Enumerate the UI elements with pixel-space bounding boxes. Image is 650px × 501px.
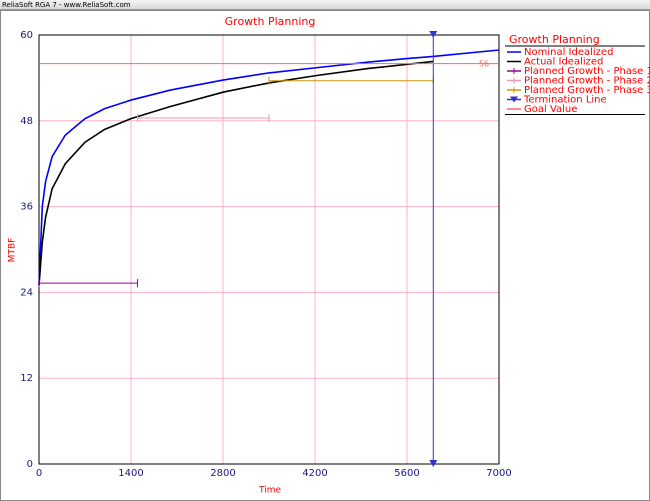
legend-label: Termination Line (523, 95, 607, 106)
x-axis-label: Time (258, 486, 281, 496)
y-axis-label: MTBF (8, 238, 18, 263)
y-tick-label: 48 (20, 116, 33, 127)
series-line (38, 49, 500, 286)
legend-label: Planned Growth - Phase 1 (524, 66, 650, 77)
legend-label: Goal Value (524, 104, 577, 115)
goal-label: 56 (479, 60, 489, 69)
legend-label: Planned Growth - Phase 3 (524, 85, 650, 96)
x-tick-label: 2800 (210, 468, 235, 479)
series-line (38, 60, 434, 286)
chart-title: Growth Planning (225, 15, 316, 28)
y-tick-label: 24 (20, 287, 33, 298)
plot-area (39, 35, 499, 464)
legend-label: Planned Growth - Phase 2 (524, 76, 650, 87)
x-tick-label: 1400 (118, 468, 143, 479)
legend-label: Nominal Idealized (524, 47, 613, 58)
legend-label: Actual Idealized (524, 57, 603, 68)
y-tick-label: 12 (20, 373, 33, 384)
y-tick-label: 36 (20, 202, 33, 213)
x-tick-label: 5600 (394, 468, 419, 479)
point-marker (429, 460, 438, 467)
plot-border (38, 34, 500, 465)
legend-title: Growth Planning (509, 33, 600, 46)
point-marker (429, 31, 438, 38)
y-tick-label: 60 (20, 30, 33, 41)
x-tick-label: 4200 (302, 468, 327, 479)
window-title: ReliaSoft RGA 7 - www.ReliaSoft.com (0, 0, 650, 10)
legend-marker (510, 96, 518, 103)
y-tick-label: 0 (27, 459, 33, 470)
x-tick-label: 0 (36, 468, 42, 479)
x-tick-label: 7000 (486, 468, 511, 479)
